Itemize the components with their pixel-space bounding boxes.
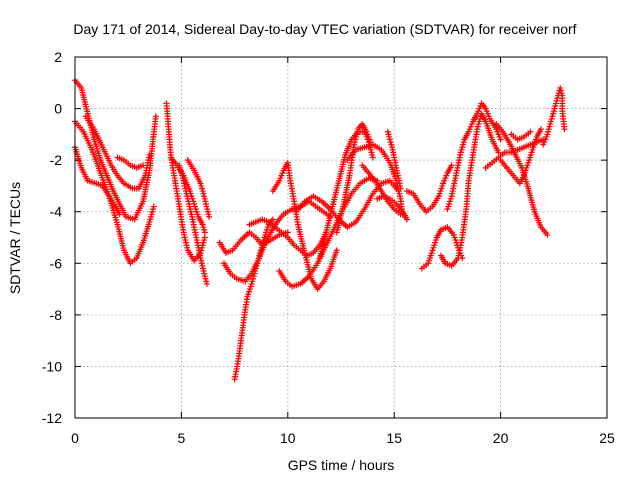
data-point bbox=[397, 185, 404, 192]
y-tick-label: 2 bbox=[54, 49, 62, 65]
series-track bbox=[72, 77, 159, 223]
y-tick-label: -10 bbox=[42, 358, 62, 374]
data-point bbox=[152, 113, 159, 120]
x-tick-label: 25 bbox=[599, 430, 615, 446]
x-axis-label: GPS time / hours bbox=[288, 457, 395, 473]
data-point bbox=[561, 126, 568, 133]
data-point bbox=[538, 126, 545, 133]
series-track bbox=[163, 100, 208, 264]
series-track bbox=[444, 100, 504, 213]
data-point bbox=[269, 216, 276, 223]
x-tick-label: 15 bbox=[386, 430, 402, 446]
data-point bbox=[203, 280, 210, 287]
x-tick-label: 10 bbox=[280, 430, 296, 446]
series-track bbox=[167, 154, 208, 236]
series-track bbox=[508, 128, 534, 143]
y-tick-label: -12 bbox=[42, 410, 62, 426]
series-track bbox=[184, 157, 213, 220]
series-track bbox=[359, 162, 404, 218]
series-track bbox=[384, 128, 404, 192]
chart-title: Day 171 of 2014, Sidereal Day-to-day VTE… bbox=[73, 21, 576, 37]
series-track bbox=[403, 162, 455, 215]
data-point bbox=[495, 149, 502, 156]
y-tick-label: -4 bbox=[50, 204, 63, 220]
data-point bbox=[284, 229, 291, 236]
data-point bbox=[369, 154, 376, 161]
series-track bbox=[497, 126, 545, 187]
series-track bbox=[72, 144, 123, 218]
x-tick-label: 5 bbox=[178, 430, 186, 446]
data-points bbox=[72, 77, 568, 383]
series-track bbox=[540, 84, 568, 148]
data-point bbox=[206, 213, 213, 220]
series-track bbox=[438, 110, 502, 269]
y-tick-label: 0 bbox=[54, 101, 62, 117]
data-point bbox=[140, 162, 147, 169]
grid bbox=[75, 57, 607, 418]
data-point bbox=[201, 234, 208, 241]
data-point bbox=[544, 231, 551, 238]
x-tick-label: 20 bbox=[493, 430, 509, 446]
x-tick-label: 0 bbox=[71, 430, 79, 446]
data-point bbox=[527, 128, 534, 135]
data-point bbox=[146, 151, 153, 158]
y-tick-label: -8 bbox=[50, 307, 63, 323]
data-point bbox=[201, 229, 208, 236]
data-point bbox=[497, 136, 504, 143]
series-track bbox=[72, 118, 157, 267]
y-axis-label: SDTVAR / TECUs bbox=[7, 182, 23, 294]
series-track bbox=[176, 162, 210, 287]
series-track bbox=[114, 154, 147, 171]
series-track bbox=[374, 193, 410, 223]
data-point bbox=[116, 211, 123, 218]
series-track bbox=[246, 216, 330, 259]
data-point bbox=[448, 162, 455, 169]
data-point bbox=[403, 216, 410, 223]
y-tick-label: -6 bbox=[50, 255, 63, 271]
data-point bbox=[150, 203, 157, 210]
y-tick-label: -2 bbox=[50, 152, 63, 168]
data-point bbox=[333, 247, 340, 254]
plot-frame bbox=[74, 56, 608, 419]
